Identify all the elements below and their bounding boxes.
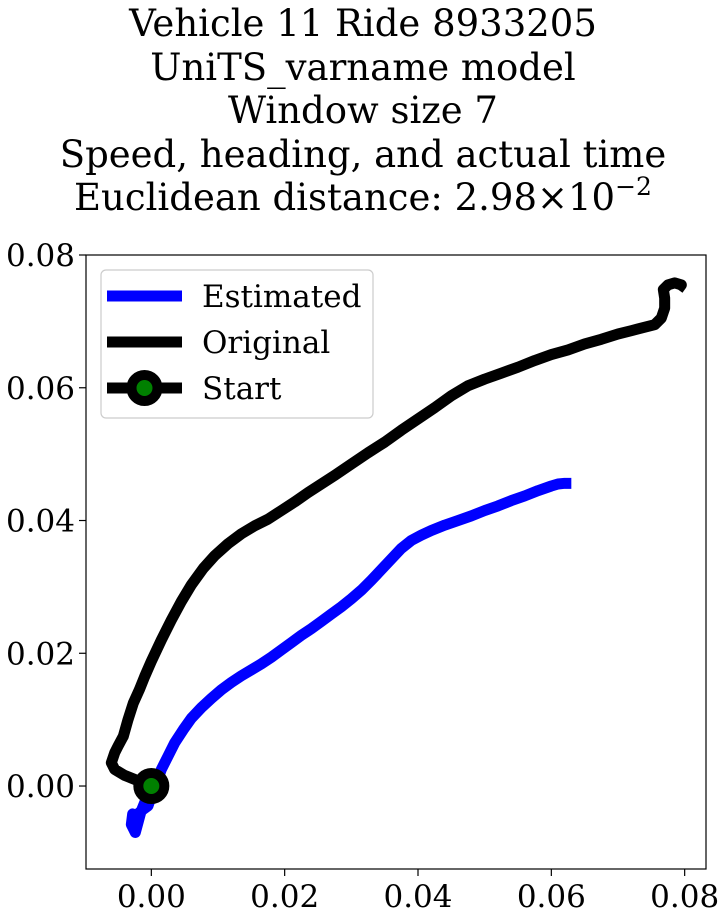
legend-start-marker (126, 370, 163, 406)
x-tick-label: 0.00 (117, 879, 186, 915)
title-metric-exponent: −2 (615, 172, 652, 201)
legend-original-label: Original (202, 325, 330, 361)
x-tick-label: 0.06 (517, 879, 586, 915)
y-tick-label: 0.00 (6, 769, 75, 805)
title-line-3: Window size 7 (228, 89, 498, 132)
x-tick-label: 0.02 (250, 879, 319, 915)
title-line-1: Vehicle 11 Ride 8933205 (129, 2, 597, 45)
title-metric-times: × (537, 176, 569, 219)
series-line-estimated (125, 477, 572, 838)
legend-start-label: Start (202, 371, 282, 407)
ticks-layer: 0.00 0.02 0.04 0.06 0.08 0.00 0.02 0.04 0.06 0.08 (6, 238, 719, 915)
x-tick-label: 0.04 (383, 879, 452, 915)
title-line-2: UniTS_varname model (150, 45, 576, 89)
y-tick-label: 0.06 (6, 371, 75, 407)
y-tick-label: 0.08 (6, 238, 75, 274)
legend-estimated-label: Estimated (202, 279, 361, 315)
legend-box (100, 269, 374, 419)
title-line-4: Speed, heading, and actual time (59, 132, 667, 176)
title-metric-mantissa: 2.98 (454, 176, 537, 219)
y-tick-label: 0.02 (6, 636, 75, 672)
chart-title: Vehicle 11 Ride 8933205 UniTS_varname mo… (0, 0, 726, 220)
start-marker (133, 768, 170, 805)
legend: Estimated Original Start (100, 269, 374, 419)
x-tick-label: 0.08 (650, 879, 719, 915)
series-line-original (105, 277, 687, 792)
series-layer (105, 277, 687, 838)
title-metric-label: Euclidean distance: (74, 176, 455, 219)
title-line-5: Euclidean distance: 2.98×10−2 (0, 174, 726, 220)
axes-frame (85, 254, 707, 870)
title-metric-base: 10 (568, 176, 616, 219)
y-tick-label: 0.04 (6, 504, 75, 540)
